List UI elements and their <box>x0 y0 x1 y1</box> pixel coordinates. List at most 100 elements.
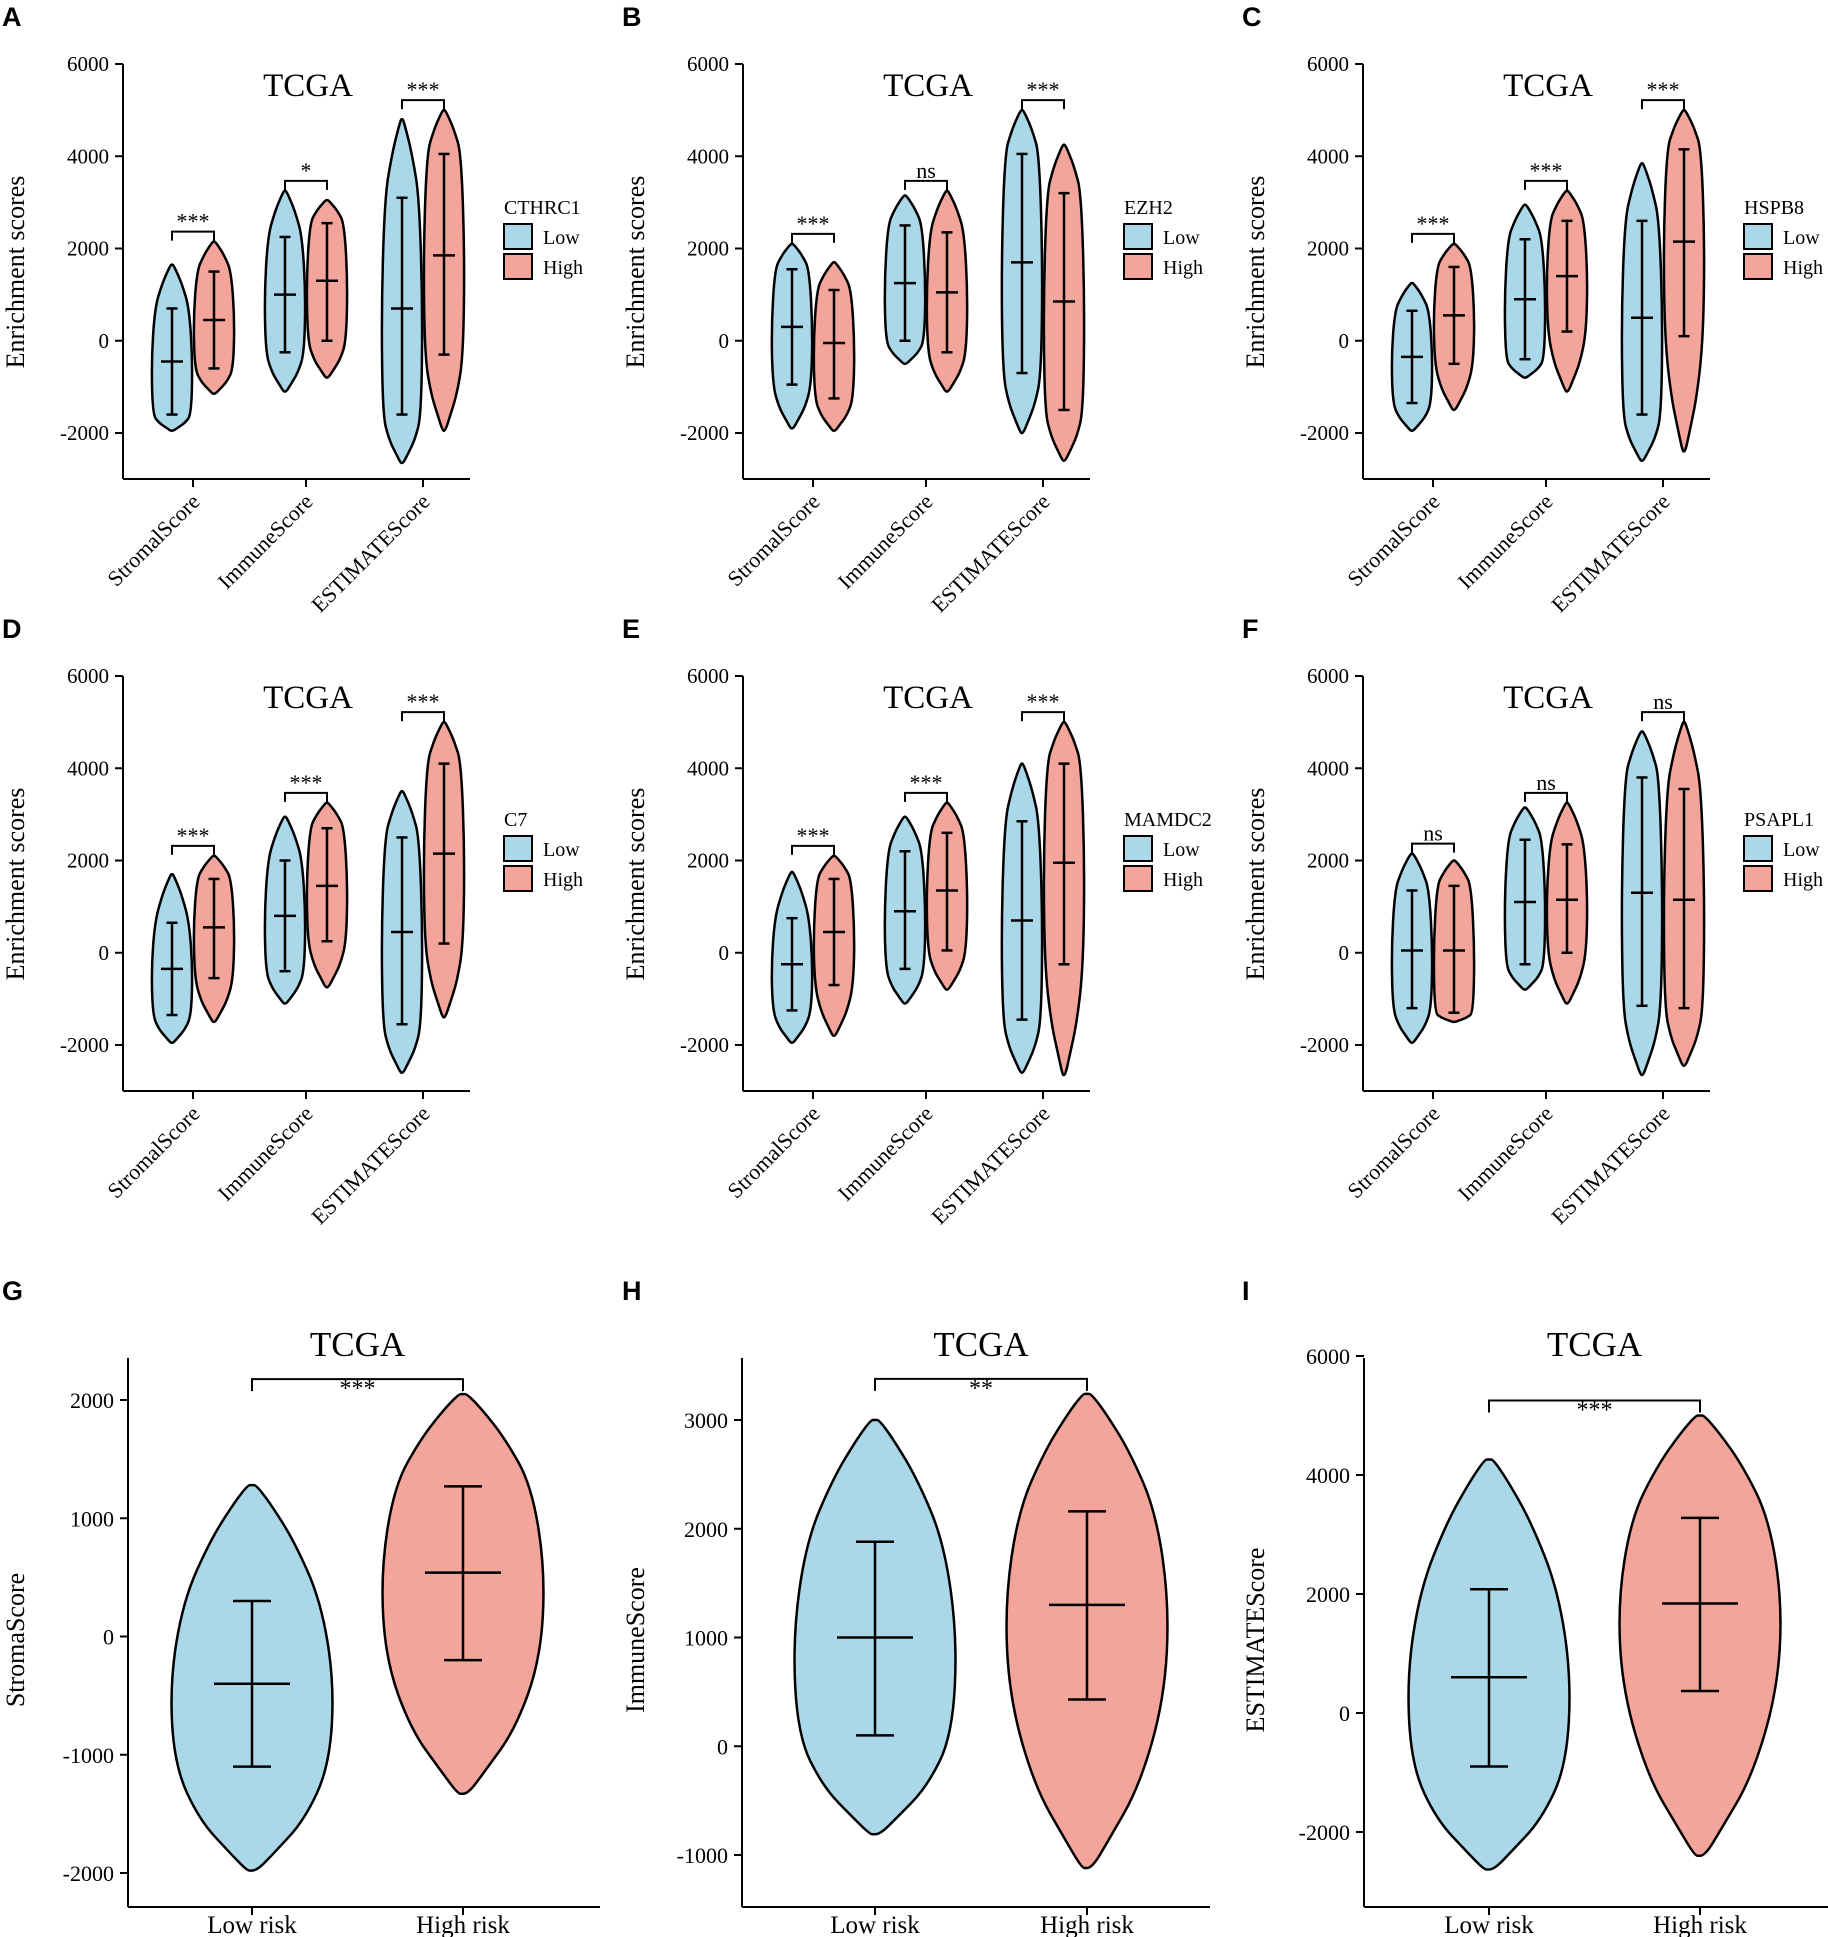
y-tick-label: 2000 <box>1307 237 1349 261</box>
panel-b: B TCGA 6000 4000 2000 0 -2000 Enrichment scores… <box>621 2 1203 617</box>
legend-label-low: Low <box>1163 227 1200 249</box>
panel-label: E <box>622 614 640 644</box>
y-tick-label: 2000 <box>70 1388 114 1413</box>
y-tick-label: 2000 <box>67 849 109 873</box>
y-tick-label: -2000 <box>1300 1033 1349 1057</box>
legend-label-low: Low <box>1783 839 1820 861</box>
legend: HSPB8 Low High <box>1743 197 1823 280</box>
significance-bracket <box>284 791 328 802</box>
significance-bracket <box>904 179 948 190</box>
legend-swatch-high <box>503 865 533 892</box>
legend-label-low: Low <box>1163 839 1200 861</box>
x-category-label: ImmuneScore <box>213 489 318 594</box>
x-category-label: ImmuneScore <box>833 489 938 594</box>
x-category-label: ImmuneScore <box>1453 489 1558 594</box>
legend-swatch-low <box>1743 223 1773 250</box>
y-tick-label: -2000 <box>60 1033 109 1057</box>
significance-label: *** <box>797 823 830 848</box>
y-tick-label: 2000 <box>67 237 109 261</box>
y-tick-label: 4000 <box>1306 1463 1350 1488</box>
y-axis-label: ESTIMATEScore <box>1241 1548 1270 1733</box>
y-tick-label: -2000 <box>680 421 729 445</box>
panel-label: C <box>1242 2 1262 32</box>
y-tick-label: 2000 <box>684 1517 728 1542</box>
x-category-label: Low risk <box>1444 1912 1534 1937</box>
legend-label-high: High <box>543 257 583 279</box>
x-category-label: StromalScore <box>722 489 824 591</box>
legend-swatch-low <box>1743 835 1773 862</box>
legend-swatch-high <box>1743 253 1773 280</box>
legend-swatch-low <box>503 835 533 862</box>
panel-label: D <box>2 614 22 644</box>
significance-bracket <box>1411 842 1455 853</box>
y-axis-label: ImmuneScore <box>621 1567 650 1713</box>
significance-label: *** <box>1530 158 1563 183</box>
y-axis-label: Enrichment scores <box>1241 176 1270 369</box>
y-tick-label: 0 <box>103 1625 114 1650</box>
y-tick-label: 1000 <box>70 1506 114 1531</box>
legend-swatch-low <box>503 223 533 250</box>
x-category-label: High risk <box>1040 1912 1134 1937</box>
legend: CTHRC1 Low High <box>503 197 583 280</box>
significance-label: ** <box>969 1376 993 1402</box>
y-tick-label: -2000 <box>680 1033 729 1057</box>
significance-label: *** <box>177 823 210 848</box>
panel-label: I <box>1242 1276 1250 1306</box>
x-category-label: Low risk <box>830 1912 920 1937</box>
y-tick-label: 6000 <box>687 52 729 76</box>
y-tick-label: 4000 <box>1307 144 1349 168</box>
x-category-label: StromalScore <box>102 1101 204 1203</box>
significance-label: ns <box>1423 821 1443 846</box>
x-category-label: ESTIMATEScore <box>306 489 434 617</box>
y-tick-label: 1000 <box>684 1626 728 1651</box>
significance-label: *** <box>177 209 210 234</box>
y-tick-label: 0 <box>99 941 110 965</box>
y-tick-label: 2000 <box>1306 1582 1350 1607</box>
significance-label: ns <box>916 158 936 183</box>
legend-swatch-low <box>1123 223 1153 250</box>
x-category-label: ESTIMATEScore <box>306 1101 434 1229</box>
significance-bracket <box>401 711 445 722</box>
panel-label: A <box>2 2 22 32</box>
y-tick-label: 6000 <box>1307 52 1349 76</box>
panel-a: A TCGA 6000 4000 2000 0 -2000 Enrichment scores… <box>1 2 583 617</box>
y-tick-label: 0 <box>1339 329 1350 353</box>
significance-label: * <box>301 158 312 183</box>
chart-title: TCGA <box>883 680 973 716</box>
significance-label: *** <box>797 211 830 236</box>
y-tick-label: 4000 <box>67 144 109 168</box>
panel-h: H TCGA 3000 2000 1000 0 -1000 ImmuneScore Low ri… <box>621 1276 1210 1937</box>
significance-bracket <box>1524 179 1568 190</box>
chart-title: TCGA <box>1503 680 1593 716</box>
legend-title: C7 <box>504 809 527 831</box>
y-axis-label: StromaScore <box>1 1573 30 1707</box>
y-tick-label: 2000 <box>687 237 729 261</box>
significance-label: ns <box>1653 689 1673 714</box>
significance-bracket <box>251 1378 464 1392</box>
chart-title: TCGA <box>263 680 353 716</box>
x-category-label: ESTIMATEScore <box>926 489 1054 617</box>
panel-d: D TCGA 6000 4000 2000 0 -2000 Enrichment scores… <box>1 614 583 1229</box>
y-axis-label: Enrichment scores <box>1 176 30 369</box>
legend-title: CTHRC1 <box>504 197 581 219</box>
legend-swatch-low <box>1123 835 1153 862</box>
legend-title: PSAPL1 <box>1744 809 1814 831</box>
x-category-label: StromalScore <box>102 489 204 591</box>
legend: PSAPL1 Low High <box>1743 809 1823 892</box>
y-tick-label: 2000 <box>687 849 729 873</box>
significance-label: *** <box>407 689 440 714</box>
legend-label-high: High <box>1783 869 1823 891</box>
significance-bracket <box>171 844 215 855</box>
y-tick-label: -2000 <box>60 421 109 445</box>
significance-bracket <box>874 1377 1088 1391</box>
legend-swatch-high <box>1743 865 1773 892</box>
y-tick-label: -2000 <box>63 1861 114 1886</box>
chart-title: TCGA <box>883 68 973 104</box>
significance-bracket <box>791 844 835 855</box>
x-category-label: ImmuneScore <box>213 1101 318 1206</box>
y-tick-label: 6000 <box>1306 1344 1350 1369</box>
significance-bracket <box>401 99 445 110</box>
panel-label: G <box>2 1276 23 1306</box>
x-category-label: StromalScore <box>722 1101 824 1203</box>
significance-label: ns <box>1536 770 1556 795</box>
